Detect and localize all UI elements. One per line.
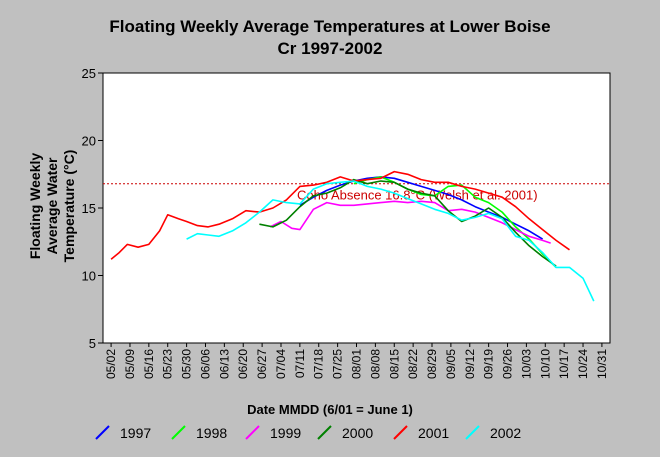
legend-label-1998: 1998	[196, 425, 227, 441]
x-tick-label: 07/11	[293, 349, 307, 378]
x-tick-label: 06/20	[236, 349, 250, 379]
series-lines	[110, 170, 595, 302]
x-tick-label: 05/09	[123, 349, 137, 379]
y-tick-label: 10	[82, 269, 96, 284]
legend: 1997 1998 1999 2000 2001 2002	[95, 425, 521, 441]
x-tick-label: 10/24	[576, 349, 590, 379]
legend-swatch-1999	[245, 425, 260, 440]
y-tick-label: 15	[82, 201, 96, 216]
y-axis-label-line-2: Average Water	[44, 157, 60, 255]
x-tick-label: 08/22	[406, 349, 420, 379]
x-tick-label: 08/01	[350, 349, 364, 379]
legend-label-1997: 1997	[120, 425, 151, 441]
y-tick-label: 20	[82, 134, 96, 149]
y-axis-label-line-3: Temperature (°C)	[61, 150, 77, 263]
y-tick-label: 5	[89, 336, 96, 351]
legend-swatch-2000	[317, 425, 332, 440]
x-tick-label: 07/18	[312, 349, 326, 379]
x-tick-label: 05/02	[104, 349, 118, 379]
y-tick-label: 25	[82, 66, 96, 81]
legend-swatch-1997	[95, 425, 110, 440]
x-tick-label: 06/13	[217, 349, 231, 379]
series-line-2000	[259, 178, 557, 267]
y-axis-ticks: 5 10 15 20 25	[82, 66, 103, 351]
x-tick-label: 10/17	[557, 349, 571, 379]
legend-label-2000: 2000	[342, 425, 373, 441]
x-tick-label: 09/12	[463, 349, 477, 379]
x-tick-label: 08/15	[387, 349, 401, 379]
legend-swatch-2001	[393, 425, 408, 440]
plot-area	[102, 72, 611, 344]
x-tick-label: 05/16	[142, 349, 156, 379]
x-tick-label: 06/27	[255, 349, 269, 379]
x-tick-label: 06/06	[198, 349, 212, 379]
x-tick-label: 07/04	[274, 349, 288, 379]
y-axis-label-line-1: Floating Weekly	[27, 153, 43, 260]
x-tick-label: 05/23	[161, 349, 175, 379]
x-tick-label: 09/26	[501, 349, 515, 379]
x-tick-label: 07/25	[331, 349, 345, 379]
chart-title-line-1: Floating Weekly Average Temperatures at …	[109, 17, 550, 36]
x-axis-ticks: 05/02 05/09 05/16 05/23 05/30 06/06 06/13 06/20…	[104, 343, 609, 379]
x-tick-label: 05/30	[180, 349, 194, 379]
legend-swatch-1998	[171, 425, 186, 440]
x-tick-label: 08/08	[368, 349, 382, 379]
x-tick-label: 09/19	[482, 349, 496, 379]
legend-label-1999: 1999	[270, 425, 301, 441]
x-tick-label: 08/29	[425, 349, 439, 379]
x-tick-label: 10/10	[538, 349, 552, 379]
series-line-2002	[186, 180, 595, 302]
x-tick-label: 10/31	[595, 349, 609, 379]
legend-label-2002: 2002	[490, 425, 521, 441]
x-tick-label: 09/05	[444, 349, 458, 379]
series-line-2001	[110, 170, 570, 260]
y-axis-label: Floating Weekly Average Water Temperatur…	[27, 150, 77, 263]
x-axis-label: Date MMDD (6/01 = June 1)	[247, 402, 413, 417]
x-tick-label: 10/03	[519, 349, 533, 379]
legend-swatch-2002	[465, 425, 480, 440]
chart-title-line-2: Cr 1997-2002	[278, 39, 383, 58]
legend-label-2001: 2001	[418, 425, 449, 441]
